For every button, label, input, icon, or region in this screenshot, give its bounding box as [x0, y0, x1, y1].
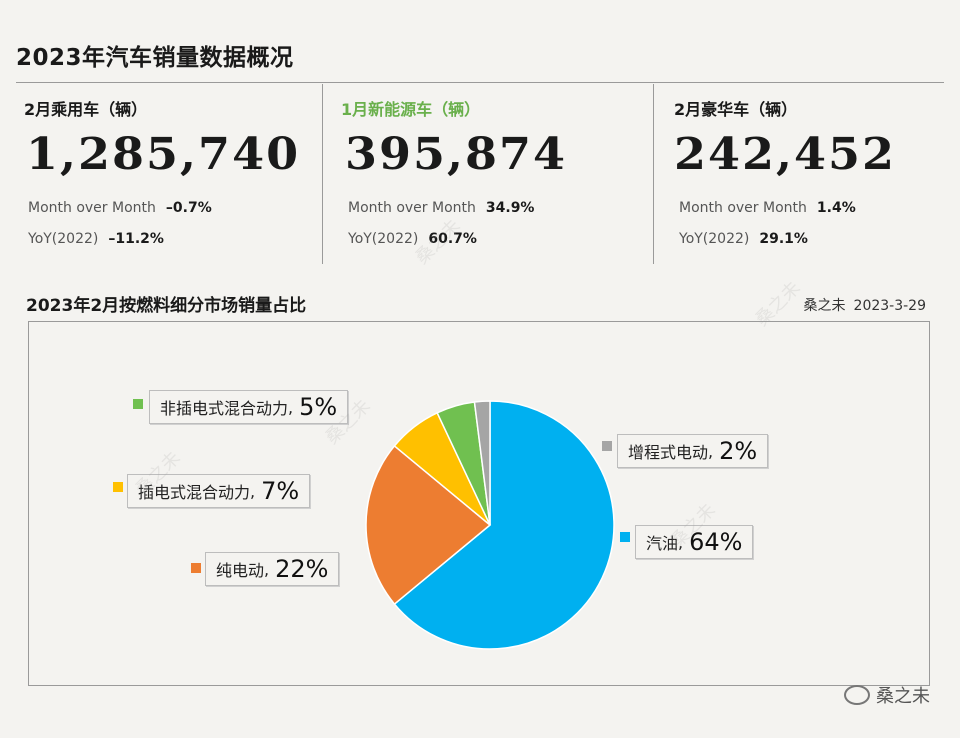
legend-label-non-plugin-hybrid: 非插电式混合动力, 5%	[149, 390, 349, 424]
mom-row: Month over Month 34.9%	[348, 200, 534, 216]
yoy-row: YoY(2022) 29.1%	[679, 231, 808, 247]
pie-slice-pure-electric	[365, 444, 492, 606]
metric-card-nev: 1月新能源车（辆） 395,874 Month over Month 34.9% …	[322, 84, 652, 264]
metric-value: 1,285,740	[26, 128, 301, 180]
slice-percent: 5%	[299, 393, 338, 421]
yoy-label: YoY(2022)	[28, 231, 99, 247]
footer-brand: 桑之未	[844, 682, 930, 708]
slice-category: 纯电动	[216, 561, 265, 580]
slice-percent: 22%	[275, 555, 329, 583]
separator: ,	[250, 481, 256, 501]
mom-label: Month over Month	[348, 200, 476, 216]
mom-label: Month over Month	[28, 200, 156, 216]
legend-label-phev: 插电式混合动力, 7%	[127, 474, 311, 508]
wechat-icon	[844, 685, 870, 705]
title-divider	[16, 82, 944, 83]
metric-card-luxury: 2月豪华车（辆） 242,452 Month over Month 1.4% Yo…	[653, 84, 953, 264]
chart-title: 2023年2月按燃料细分市场销量占比	[26, 296, 307, 316]
yoy-value: –11.2%	[108, 231, 164, 247]
pie-slice-gasoline	[393, 400, 615, 650]
metric-value: 395,874	[345, 128, 568, 180]
legend-swatch-pure-electric	[191, 563, 201, 573]
slice-percent: 7%	[261, 477, 300, 505]
yoy-label: YoY(2022)	[679, 231, 750, 247]
yoy-row: YoY(2022) –11.2%	[28, 231, 164, 247]
slice-category: 插电式混合动力	[138, 483, 251, 502]
legend-label-erev: 增程式电动, 2%	[617, 434, 769, 468]
metric-card-passenger: 2月乘用车（辆） 1,285,740 Month over Month –0.7%…	[16, 84, 321, 264]
pie-chart	[365, 400, 615, 650]
legend-swatch-non-plugin-hybrid	[133, 399, 143, 409]
mom-value: 1.4%	[816, 200, 856, 216]
separator: ,	[264, 559, 270, 579]
slice-percent: 64%	[689, 528, 743, 556]
metric-label: 1月新能源车（辆）	[341, 100, 481, 119]
pie-chart-panel: 非插电式混合动力, 5% 插电式混合动力, 7% 纯电动, 22% 增程式电动, 2% …	[28, 321, 930, 686]
legend-swatch-erev	[602, 441, 612, 451]
legend-swatch-gasoline	[620, 532, 630, 542]
mom-value: 34.9%	[485, 200, 535, 216]
yoy-row: YoY(2022) 60.7%	[348, 231, 477, 247]
metric-label: 2月豪华车（辆）	[674, 100, 798, 119]
legend-label-gasoline: 汽油, 64%	[635, 525, 754, 559]
slice-category: 非插电式混合动力	[160, 399, 289, 418]
metric-value: 242,452	[674, 128, 897, 180]
slice-category: 增程式电动	[628, 443, 709, 462]
yoy-label: YoY(2022)	[348, 231, 419, 247]
separator: ,	[288, 397, 294, 417]
yoy-value: 60.7%	[428, 231, 477, 247]
brand-name: 桑之未	[876, 686, 930, 707]
slice-category: 汽油	[646, 534, 679, 553]
legend-swatch-phev	[113, 482, 123, 492]
slice-percent: 2%	[719, 437, 758, 465]
mom-label: Month over Month	[679, 200, 807, 216]
yoy-value: 29.1%	[759, 231, 808, 247]
pie-slice-erev	[473, 400, 491, 526]
mom-row: Month over Month –0.7%	[28, 200, 212, 216]
publish-date: 2023-3-29	[853, 298, 926, 314]
byline: 桑之未 2023-3-29	[804, 295, 926, 315]
page-title: 2023年汽车销量数据概况	[16, 45, 294, 71]
separator: ,	[678, 532, 684, 552]
mom-row: Month over Month 1.4%	[679, 200, 856, 216]
mom-value: –0.7%	[165, 200, 212, 216]
legend-label-pure-electric: 纯电动, 22%	[205, 552, 340, 586]
metric-label: 2月乘用车（辆）	[24, 100, 148, 119]
separator: ,	[708, 441, 714, 461]
author-name: 桑之未	[803, 298, 846, 314]
